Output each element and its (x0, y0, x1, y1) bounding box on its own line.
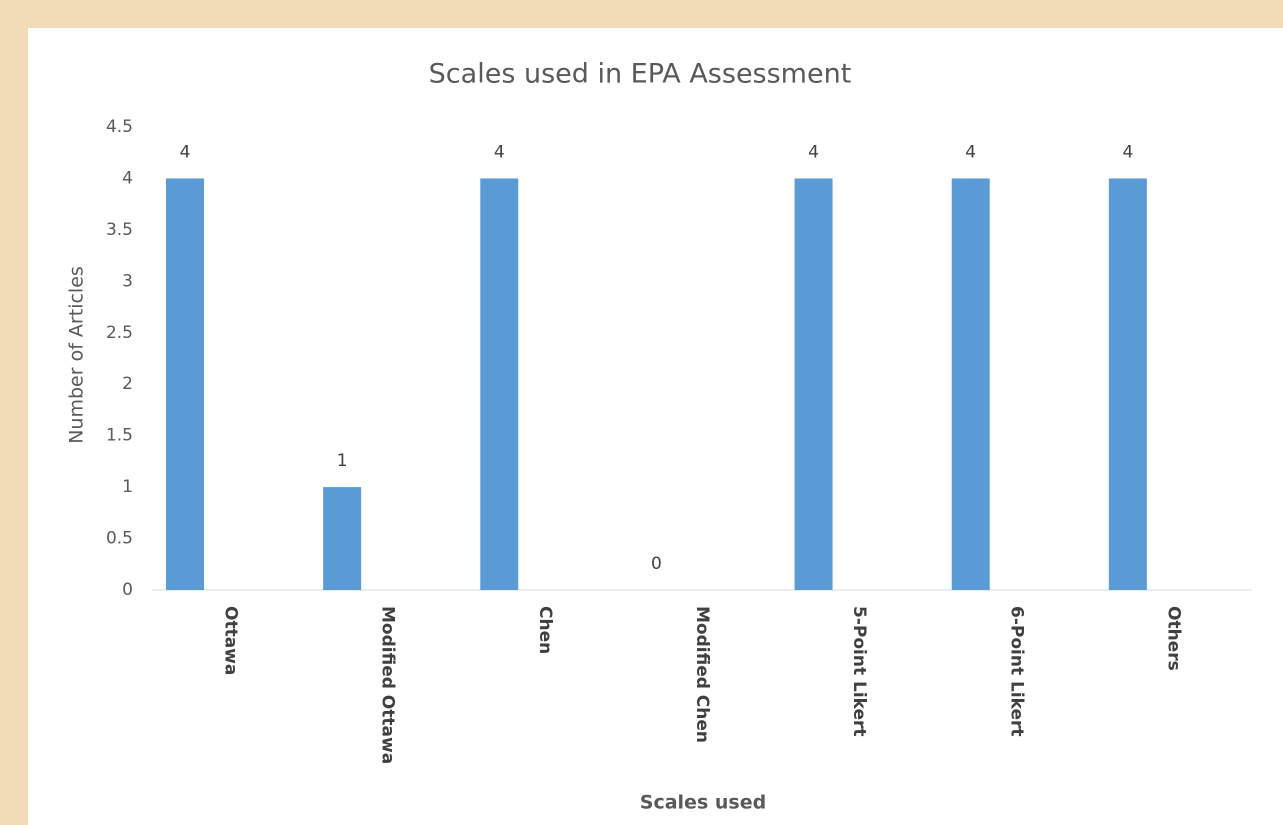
data-label: 4 (1122, 142, 1133, 162)
bar (794, 178, 833, 590)
y-tick-label: 2.5 (106, 323, 133, 343)
chart-title: Scales used in EPA Assessment (429, 59, 852, 90)
data-label: 4 (494, 142, 505, 162)
data-label: 0 (651, 554, 662, 574)
x-axis-title: Scales used (640, 792, 766, 814)
data-label: 1 (337, 451, 348, 471)
bar (1108, 178, 1147, 590)
y-tick-label: 3 (122, 271, 133, 291)
x-tick-label: Chen (535, 606, 555, 654)
y-tick-label: 4 (122, 168, 133, 188)
y-tick-label: 1 (122, 477, 133, 497)
bar (480, 178, 519, 590)
x-tick-label: Ottawa (221, 606, 241, 675)
chart-panel (28, 28, 1283, 825)
x-tick-label: Others (1163, 606, 1183, 671)
y-tick-label: 4.5 (106, 117, 133, 137)
x-tick-label: 5-Point Likert (849, 606, 869, 737)
y-axis-title: Number of Articles (66, 266, 88, 444)
bar (951, 178, 990, 590)
y-tick-label: 0.5 (106, 529, 133, 549)
x-tick-label: Modified Chen (692, 606, 712, 743)
y-tick-label: 2 (122, 374, 133, 394)
data-label: 4 (808, 142, 819, 162)
bar (166, 178, 204, 590)
data-label: 4 (180, 142, 191, 162)
x-tick-label: 6-Point Likert (1006, 606, 1026, 737)
bar (323, 487, 362, 590)
x-tick-label: Modified Ottawa (378, 606, 398, 764)
y-tick-label: 0 (122, 580, 133, 600)
y-tick-label: 3.5 (106, 220, 133, 240)
y-tick-label: 1.5 (106, 426, 133, 446)
data-label: 4 (965, 142, 976, 162)
